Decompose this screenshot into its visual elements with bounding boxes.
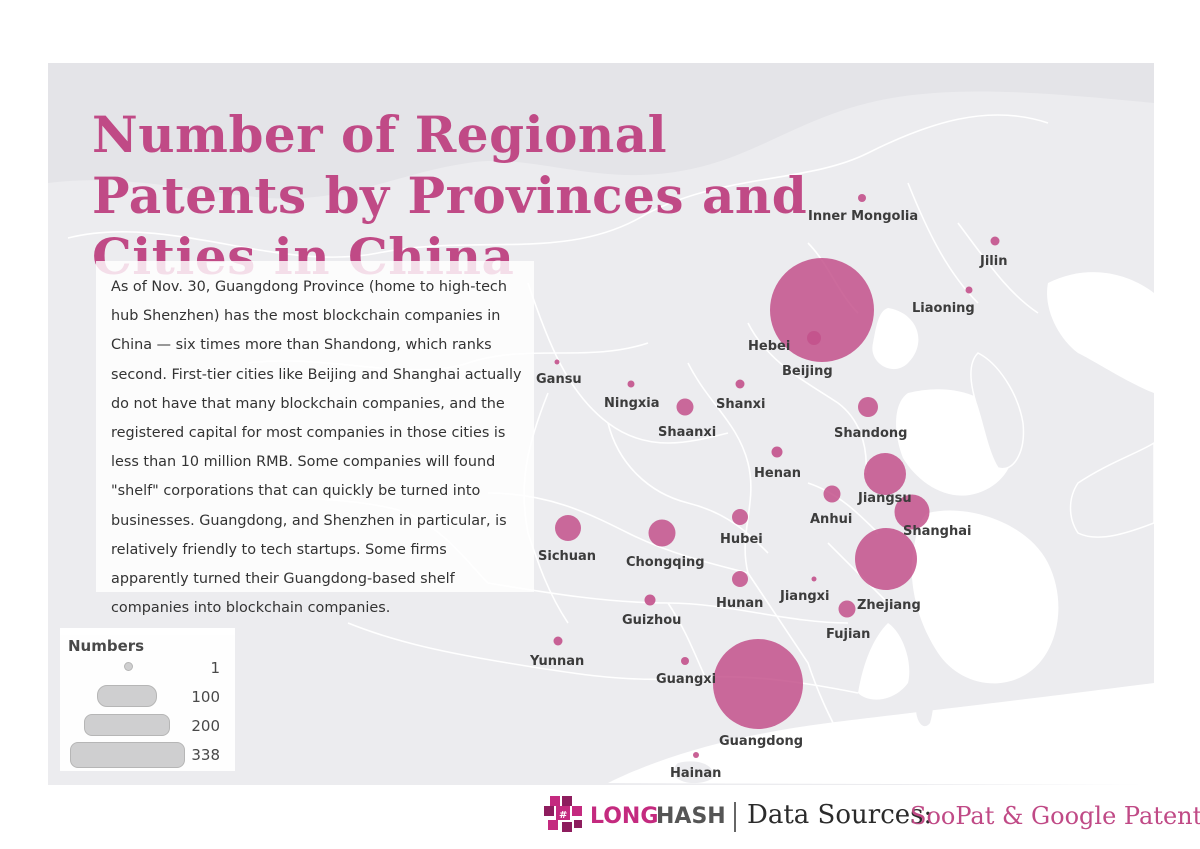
legend-row: 200 <box>60 713 235 739</box>
data-sources-label: Data Sources: <box>747 800 933 830</box>
footer: # LONG HASH Data Sources: SooPat & Googl… <box>540 792 1200 840</box>
map-title: Number of Regional Patents by Provinces … <box>92 105 808 286</box>
data-sources-value: SooPat & Google Patents <box>910 802 1200 830</box>
korean-peninsula <box>970 352 1025 470</box>
map-background <box>48 63 1154 785</box>
taiwan-strait <box>858 623 910 700</box>
legend-value: 100 <box>191 688 220 706</box>
south-china-sea <box>608 683 1154 785</box>
japan-island <box>1069 442 1154 538</box>
legend-size-marker <box>97 685 157 707</box>
svg-text:#: # <box>559 810 567 821</box>
logo-hash-text: HASH <box>656 804 726 829</box>
footer-divider <box>734 802 736 832</box>
bohai-sea <box>872 308 919 370</box>
legend-value: 1 <box>210 659 220 677</box>
legend-row: 100 <box>60 684 235 710</box>
province-borders <box>67 114 1049 734</box>
legend-value: 200 <box>191 717 220 735</box>
sea-of-japan <box>1047 272 1154 393</box>
hainan-island <box>674 761 714 784</box>
description-panel: As of Nov. 30, Guangdong Province (home … <box>96 261 534 616</box>
description-text: As of Nov. 30, Guangdong Province (home … <box>111 279 522 617</box>
legend-title: Numbers <box>68 637 145 655</box>
outer-region <box>48 63 1154 199</box>
legend-size-marker <box>124 662 133 671</box>
east-china-sea <box>911 510 1059 684</box>
taiwan-island <box>916 673 934 727</box>
size-legend: Numbers 1 100 200 338 <box>60 628 235 771</box>
legend-value: 338 <box>191 746 220 764</box>
logo-long-text: LONG <box>590 804 659 829</box>
legend-size-marker <box>84 714 170 736</box>
legend-size-marker <box>70 742 185 768</box>
legend-row: 338 <box>60 742 235 768</box>
longhash-logo-icon: # <box>544 796 582 832</box>
legend-row: 1 <box>60 655 235 681</box>
